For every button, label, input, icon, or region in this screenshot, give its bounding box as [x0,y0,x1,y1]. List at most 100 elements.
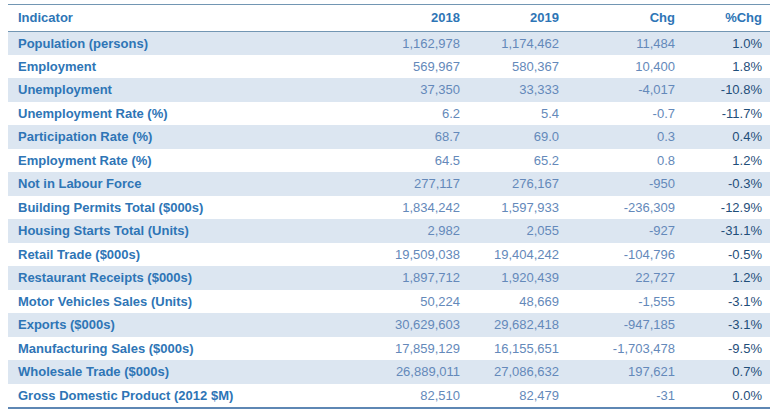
value-2019-cell: 5.4 [468,102,567,126]
table-body: Population (persons)1,162,9781,174,46211… [8,31,770,407]
chg-cell: -4,017 [567,78,683,102]
value-2019-cell: 580,367 [468,55,567,79]
table-row: Not in Labour Force277,117276,167-950-0.… [8,172,770,196]
pct-chg-cell: -3.1% [683,290,770,314]
table-row: Wholesale Trade ($000s)26,889,01127,086,… [8,360,770,384]
chg-cell: -1,555 [567,290,683,314]
chg-cell: -1,703,478 [567,337,683,361]
indicator-cell: Gross Domestic Product (2012 $M) [8,384,352,408]
value-2018-cell: 277,117 [352,172,468,196]
value-2018-cell: 569,967 [352,55,468,79]
value-2019-cell: 33,333 [468,78,567,102]
header-row: Indicator 2018 2019 Chg %Chg [8,5,770,31]
indicator-cell: Unemployment [8,78,352,102]
value-2019-cell: 1,174,462 [468,31,567,55]
value-2018-cell: 17,859,129 [352,337,468,361]
pct-chg-cell: -0.5% [683,243,770,267]
chg-cell: 11,484 [567,31,683,55]
chg-cell: -104,796 [567,243,683,267]
value-2018-cell: 37,350 [352,78,468,102]
indicator-cell: Manufacturing Sales ($000s) [8,337,352,361]
pct-chg-cell: 0.7% [683,360,770,384]
value-2018-cell: 2,982 [352,219,468,243]
chg-cell: -950 [567,172,683,196]
indicator-cell: Population (persons) [8,31,352,55]
table-row: Unemployment37,35033,333-4,017-10.8% [8,78,770,102]
table-row: Population (persons)1,162,9781,174,46211… [8,31,770,55]
pct-chg-cell: -0.3% [683,172,770,196]
chg-cell: 10,400 [567,55,683,79]
table-row: Unemployment Rate (%)6.25.4-0.7-11.7% [8,102,770,126]
value-2019-cell: 48,669 [468,290,567,314]
value-2018-cell: 30,629,603 [352,313,468,337]
pct-chg-cell: 1.8% [683,55,770,79]
chg-cell: 0.3 [567,125,683,149]
pct-chg-cell: -3.1% [683,313,770,337]
chg-cell: -927 [567,219,683,243]
table-row: Exports ($000s)30,629,60329,682,418-947,… [8,313,770,337]
chg-cell: 0.8 [567,149,683,173]
pct-chg-cell: 0.4% [683,125,770,149]
table-row: Employment569,967580,36710,4001.8% [8,55,770,79]
value-2019-cell: 16,155,651 [468,337,567,361]
pct-chg-cell: 0.0% [683,384,770,408]
table-row: Participation Rate (%)68.769.00.30.4% [8,125,770,149]
pct-chg-cell: -9.5% [683,337,770,361]
chg-cell: -31 [567,384,683,408]
indicator-cell: Building Permits Total ($000s) [8,196,352,220]
pct-chg-cell: 1.2% [683,266,770,290]
pct-chg-cell: -12.9% [683,196,770,220]
indicator-cell: Employment [8,55,352,79]
value-2019-cell: 276,167 [468,172,567,196]
chg-cell: 197,621 [567,360,683,384]
pct-chg-cell: -10.8% [683,78,770,102]
value-2019-cell: 1,597,933 [468,196,567,220]
indicator-cell: Retail Trade ($000s) [8,243,352,267]
pct-chg-cell: -11.7% [683,102,770,126]
indicator-cell: Exports ($000s) [8,313,352,337]
economic-indicators-table-wrap: Indicator 2018 2019 Chg %Chg Population … [8,4,770,409]
chg-cell: -236,309 [567,196,683,220]
value-2019-cell: 65.2 [468,149,567,173]
table-row: Building Permits Total ($000s)1,834,2421… [8,196,770,220]
column-header-2018: 2018 [352,5,468,31]
table-row: Motor Vehicles Sales (Units)50,22448,669… [8,290,770,314]
chg-cell: -0.7 [567,102,683,126]
column-header-pct-chg: %Chg [683,5,770,31]
value-2019-cell: 82,479 [468,384,567,408]
value-2018-cell: 1,834,242 [352,196,468,220]
value-2019-cell: 27,086,632 [468,360,567,384]
value-2019-cell: 29,682,418 [468,313,567,337]
pct-chg-cell: 1.0% [683,31,770,55]
pct-chg-cell: 1.2% [683,149,770,173]
value-2018-cell: 82,510 [352,384,468,408]
chg-cell: 22,727 [567,266,683,290]
value-2018-cell: 68.7 [352,125,468,149]
indicator-cell: Restaurant Receipts ($000s) [8,266,352,290]
indicator-cell: Housing Starts Total (Units) [8,219,352,243]
value-2019-cell: 19,404,242 [468,243,567,267]
value-2018-cell: 26,889,011 [352,360,468,384]
value-2019-cell: 69.0 [468,125,567,149]
value-2019-cell: 1,920,439 [468,266,567,290]
table-row: Employment Rate (%)64.565.20.81.2% [8,149,770,173]
table-row: Housing Starts Total (Units)2,9822,055-9… [8,219,770,243]
value-2018-cell: 50,224 [352,290,468,314]
value-2018-cell: 1,897,712 [352,266,468,290]
indicator-cell: Employment Rate (%) [8,149,352,173]
table-row: Retail Trade ($000s)19,509,03819,404,242… [8,243,770,267]
indicator-cell: Unemployment Rate (%) [8,102,352,126]
indicator-cell: Wholesale Trade ($000s) [8,360,352,384]
table-row: Gross Domestic Product (2012 $M)82,51082… [8,384,770,408]
table-row: Restaurant Receipts ($000s)1,897,7121,92… [8,266,770,290]
indicator-cell: Motor Vehicles Sales (Units) [8,290,352,314]
value-2018-cell: 1,162,978 [352,31,468,55]
value-2019-cell: 2,055 [468,219,567,243]
column-header-indicator: Indicator [8,5,352,31]
table-row: Manufacturing Sales ($000s)17,859,12916,… [8,337,770,361]
indicator-cell: Participation Rate (%) [8,125,352,149]
chg-cell: -947,185 [567,313,683,337]
value-2018-cell: 6.2 [352,102,468,126]
value-2018-cell: 64.5 [352,149,468,173]
indicators-table: Indicator 2018 2019 Chg %Chg Population … [8,5,770,407]
